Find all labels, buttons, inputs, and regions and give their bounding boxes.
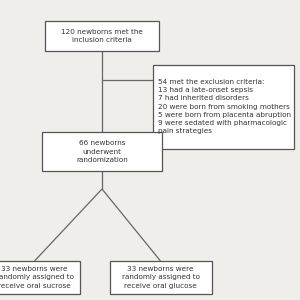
Text: 120 newborns met the
inclusion criteria: 120 newborns met the inclusion criteria bbox=[61, 29, 143, 43]
Text: 33 newborns were
randomly assigned to
receive oral glucose: 33 newborns were randomly assigned to re… bbox=[122, 266, 200, 289]
FancyBboxPatch shape bbox=[110, 261, 212, 294]
FancyBboxPatch shape bbox=[0, 261, 80, 294]
Text: 66 newborns
underwent
randomization: 66 newborns underwent randomization bbox=[76, 140, 128, 163]
FancyBboxPatch shape bbox=[153, 64, 294, 148]
Text: 54 met the exclusion criteria:
13 had a late-onset sepsis
7 had inherited disord: 54 met the exclusion criteria: 13 had a … bbox=[158, 79, 290, 134]
Text: 33 newborns were
randomly assigned to
receive oral sucrose: 33 newborns were randomly assigned to re… bbox=[0, 266, 74, 289]
FancyBboxPatch shape bbox=[45, 21, 159, 51]
FancyBboxPatch shape bbox=[42, 132, 162, 171]
